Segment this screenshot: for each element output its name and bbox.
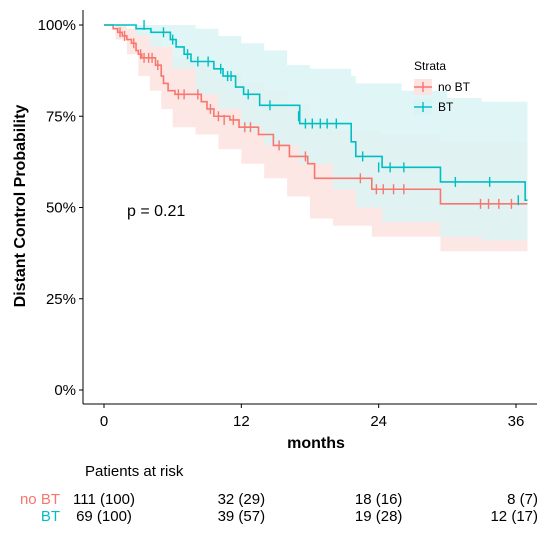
y-axis-title: Distant Control Probability xyxy=(12,105,29,308)
y-tick-label: 50% xyxy=(46,200,76,217)
curve-bt xyxy=(104,24,528,201)
risk-row-label-no-bt: no BT xyxy=(20,491,60,508)
curve-no-bt xyxy=(104,24,528,205)
risk-cell-bt: 39 (57) xyxy=(218,508,266,525)
risk-cell-no-bt: 32 (29) xyxy=(218,491,266,508)
risk-cell-no-bt: 8 (7) xyxy=(507,491,538,508)
x-tick-label: 12 xyxy=(233,413,250,430)
y-tick-label: 0% xyxy=(54,382,76,399)
risk-table-title: Patients at risk xyxy=(85,463,184,480)
p-value-annotation: p = 0.21 xyxy=(127,203,185,220)
x-tick-label: 0 xyxy=(100,413,108,430)
risk-table: no BT 111 (100) 32 (29) 18 (16) 8 (7) BT 69 (1… xyxy=(20,491,538,525)
y-tick-label: 100% xyxy=(38,17,76,34)
risk-cell-no-bt: 18 (16) xyxy=(355,491,403,508)
risk-cell-bt: 12 (17) xyxy=(490,508,538,525)
legend: Strata no BT BT xyxy=(414,59,471,115)
y-tick-label: 75% xyxy=(46,108,76,125)
x-tick-label: 36 xyxy=(508,413,525,430)
y-tick-label: 25% xyxy=(46,291,76,308)
x-axis-title: months xyxy=(287,435,345,452)
axes: 0% 25% 50% 75% 100% 0 12 24 36 xyxy=(38,10,537,430)
ci-band-bt xyxy=(104,25,528,252)
legend-title: Strata xyxy=(414,59,446,73)
risk-cell-bt: 69 (100) xyxy=(76,508,132,525)
legend-label-no-bt: no BT xyxy=(438,80,471,94)
x-tick-label: 24 xyxy=(370,413,387,430)
survival-curves xyxy=(104,24,528,205)
risk-cell-no-bt: 111 (100) xyxy=(73,491,135,508)
censor-marks xyxy=(119,20,519,209)
legend-label-bt: BT xyxy=(438,100,454,114)
legend-items: no BT BT xyxy=(414,79,471,115)
risk-row-label-bt: BT xyxy=(41,508,60,525)
confidence-bands xyxy=(104,25,528,252)
risk-cell-bt: 19 (28) xyxy=(355,508,403,525)
